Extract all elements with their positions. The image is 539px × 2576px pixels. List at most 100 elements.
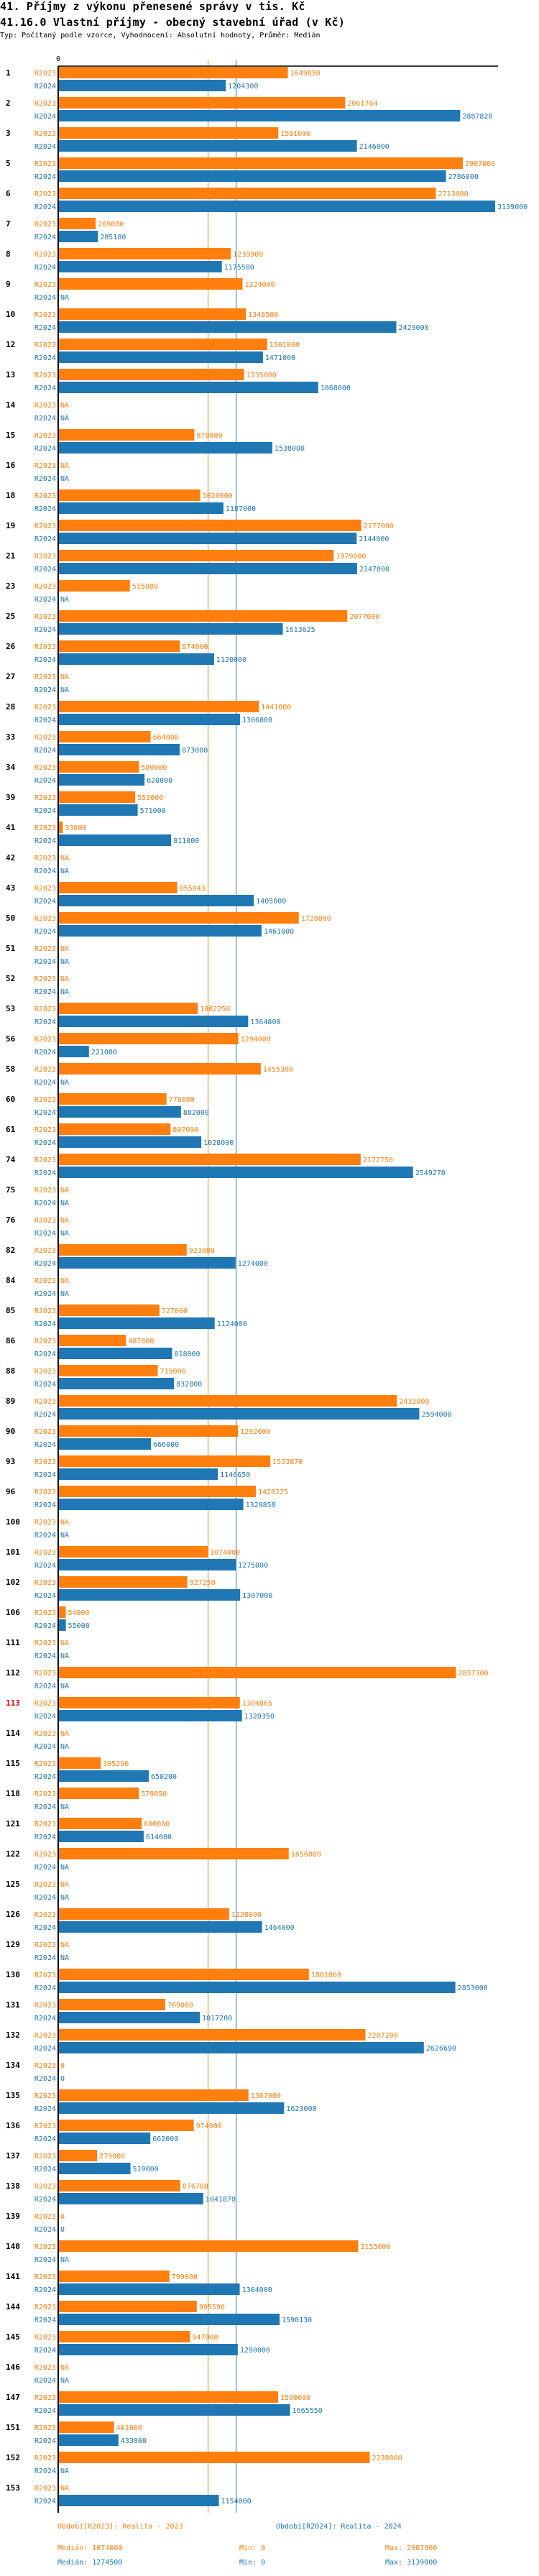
data-label: 769000 [167,2002,193,2010]
bar-r2023 [58,1757,101,1769]
category-label: 18 [6,491,15,500]
bar-r2023 [58,1999,165,2010]
series-label-r2024: R2024 [34,1984,56,1992]
series-label-r2023: R2023 [34,251,56,259]
data-label: 1538000 [275,445,305,453]
data-label-na: NA [60,945,69,953]
bar-r2023 [58,1123,171,1135]
series-label-r2023: R2023 [34,975,56,983]
data-label: 571000 [140,807,166,815]
data-label: 1002250 [200,1006,230,1013]
bar-r2023 [58,1576,188,1588]
series-label-r2024: R2024 [34,2226,56,2234]
category-label: 75 [6,1185,15,1195]
data-label: 1367000 [251,2092,281,2100]
series-label-r2024: R2024 [34,717,56,724]
category-label: 8 [6,249,11,259]
series-label-r2024: R2024 [34,1109,56,1117]
data-label: 2155000 [360,2243,390,2251]
data-label: 923000 [189,1247,215,1255]
bar-r2023 [58,1818,142,1829]
category-label: 139 [6,2212,20,2221]
data-label: 1290000 [240,2347,270,2355]
series-label-r2023: R2023 [34,492,56,500]
category-label: 53 [6,1004,15,1013]
data-label: 1294000 [241,1036,271,1044]
bar-r2024 [58,2012,201,2023]
data-label: 2786000 [448,173,479,181]
series-label-r2024: R2024 [34,1683,56,1690]
data-label: 1324000 [244,281,275,289]
series-label-r2023: R2023 [34,1730,56,1738]
bar-r2024 [58,2163,131,2174]
series-label-r2024: R2024 [34,234,56,242]
series-label-r2023: R2023 [34,1398,56,1406]
series-label-r2024: R2024 [34,958,56,966]
bar-r2024 [58,1468,218,1480]
category-label: 85 [6,1306,15,1315]
category-label: 96 [6,1487,16,1496]
bar-r2024 [58,2404,290,2416]
series-label-r2024: R2024 [34,898,56,906]
data-label: 1441000 [261,704,291,712]
x-tick-label: 0 [56,55,60,63]
category-label: 153 [6,2483,20,2493]
series-label-r2023: R2023 [34,2032,56,2040]
category-label: 15 [6,431,15,440]
series-label-r2023: R2023 [34,915,56,923]
series-label-r2024: R2024 [34,2015,56,2023]
category-label: 9 [6,280,11,289]
data-label-na: NA [60,596,69,604]
data-label: 662000 [152,2135,178,2143]
series-label-r2023: R2023 [34,190,56,198]
stat-min-r2023: Min: 0 [239,2544,266,2552]
data-label: 1175500 [224,264,254,272]
data-label: 433000 [121,2437,147,2445]
series-label-r2024: R2024 [34,2347,56,2355]
data-label: 799000 [172,2273,198,2281]
series-label-r2023: R2023 [34,2243,56,2251]
bar-r2023 [58,1455,271,1467]
category-label: 41 [6,823,16,832]
data-label: 666000 [153,1441,179,1449]
data-label-na: NA [60,868,69,875]
data-label: 2144000 [359,535,389,543]
category-label: 118 [6,1789,20,1798]
category-label: 131 [6,2000,20,2010]
bar-r2024 [58,2193,203,2204]
data-label-na: NA [60,475,69,483]
bar-r2024 [58,563,357,574]
bar-r2023 [58,2271,170,2282]
category-label: 3 [6,129,11,138]
series-label-r2023: R2023 [34,402,56,410]
bar-r2024 [58,1619,66,1631]
data-label-na: NA [60,1954,69,1962]
bar-r2023 [58,2029,366,2041]
bar-r2023 [58,912,299,924]
bar-r2024 [58,2133,151,2144]
series-label-r2024: R2024 [34,2166,56,2174]
bar-r2023 [58,1606,66,1618]
series-label-r2023: R2023 [34,341,56,349]
series-label-r2024: R2024 [34,113,56,121]
category-label: 56 [6,1034,16,1044]
bar-r2024 [58,2102,285,2114]
bar-r2023 [58,2150,98,2161]
data-label: 1613625 [285,626,315,634]
bar-r2024 [58,804,138,816]
category-label: 34 [6,763,16,772]
category-label: 25 [6,612,15,621]
series-label-r2023: R2023 [34,1519,56,1527]
series-label-r2023: R2023 [34,1670,56,1678]
series-label-r2023: R2023 [34,1338,56,1346]
series-label-r2023: R2023 [34,2122,56,2130]
series-label-r2024: R2024 [34,1954,56,1962]
series-label-r2024: R2024 [34,1501,56,1509]
series-label-r2023: R2023 [34,2394,56,2402]
data-label: 1348500 [248,311,278,319]
bar-r2024 [58,170,446,182]
data-label: 1154000 [221,2498,252,2506]
bar-r2024 [58,1317,215,1329]
bar-r2023 [58,1093,167,1105]
bar-r2024 [58,925,262,937]
